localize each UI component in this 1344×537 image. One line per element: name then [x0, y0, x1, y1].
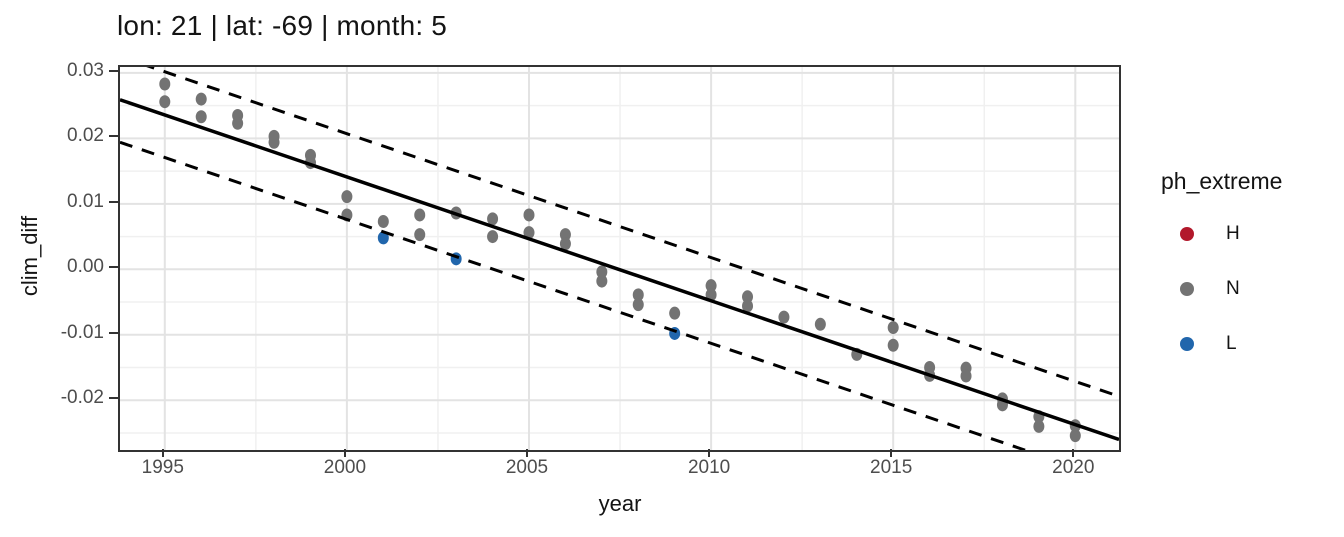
data-point-N	[669, 306, 681, 320]
data-point-N	[159, 95, 171, 109]
legend-item-label: N	[1226, 278, 1240, 299]
legend-title: ph_extreme	[1161, 168, 1283, 194]
legend-dot-icon	[1180, 337, 1194, 351]
interval-band-line	[120, 140, 1030, 450]
x-tick-mark	[890, 449, 893, 457]
y-tick-mark	[109, 135, 118, 138]
data-point-N	[1033, 419, 1045, 433]
data-point-N	[887, 338, 899, 352]
x-tick-mark	[343, 449, 346, 457]
data-point-N	[414, 208, 426, 222]
y-tick-label: 0.01	[67, 190, 104, 212]
x-tick-label: 2015	[870, 457, 913, 478]
data-point-N	[523, 208, 535, 222]
data-point-N	[487, 212, 499, 226]
data-point-N	[559, 237, 571, 251]
data-point-N	[559, 228, 571, 242]
data-point-N	[487, 230, 499, 244]
legend: ph_extreme H N L	[1161, 168, 1341, 384]
x-tick-mark	[708, 449, 711, 457]
x-tick-label: 2020	[1052, 457, 1095, 478]
data-point-N	[632, 298, 644, 312]
plot-title: lon: 21 | lat: -69 | month: 5	[117, 10, 448, 41]
legend-item-L: L	[1161, 329, 1341, 359]
y-tick-mark	[109, 331, 118, 334]
data-point-N	[341, 190, 353, 204]
plot-panel	[118, 65, 1121, 452]
y-tick-label: 0.02	[67, 125, 104, 147]
data-point-L	[377, 231, 389, 245]
y-tick-mark	[109, 266, 118, 269]
x-tick-label: 2010	[687, 457, 731, 478]
y-tick-label: -0.02	[60, 387, 104, 409]
x-tick-mark	[525, 449, 528, 457]
x-tick-label: 2005	[505, 457, 549, 478]
x-tick-label: 1995	[141, 457, 184, 478]
y-tick-label: 0.03	[67, 59, 104, 81]
y-tick-mark	[109, 397, 118, 400]
legend-item-N: N	[1161, 274, 1341, 304]
data-point-N	[377, 215, 389, 229]
data-point-N	[195, 92, 207, 106]
x-tick-mark	[1072, 449, 1075, 457]
data-point-N	[742, 299, 754, 313]
data-point-N	[814, 317, 826, 331]
data-point-N	[742, 290, 754, 304]
data-point-N	[705, 279, 717, 293]
data-point-N	[523, 226, 535, 240]
legend-dot-icon	[1180, 282, 1194, 296]
data-point-N	[195, 110, 207, 124]
data-point-N	[268, 135, 280, 149]
legend-items: H N L	[1161, 219, 1341, 359]
data-point-N	[596, 274, 608, 288]
data-point-N	[960, 369, 972, 383]
y-tick-label: 0.00	[67, 256, 104, 278]
data-point-N	[778, 310, 790, 324]
x-axis-title: year	[598, 491, 642, 516]
y-tick-label: -0.01	[60, 321, 104, 343]
data-point-N	[1069, 429, 1081, 443]
x-tick-mark	[161, 449, 164, 457]
data-point-N	[632, 288, 644, 302]
data-point-N	[414, 228, 426, 242]
data-point-N	[232, 116, 244, 130]
x-tick-label: 2000	[323, 457, 367, 478]
legend-item-H: H	[1161, 219, 1341, 249]
y-tick-mark	[109, 200, 118, 203]
legend-item-label: H	[1226, 223, 1240, 244]
legend-dot-icon	[1180, 227, 1194, 241]
data-point-N	[887, 321, 899, 335]
legend-item-label: L	[1226, 333, 1237, 354]
plot-canvas	[120, 67, 1119, 450]
interval-band-line	[146, 67, 1119, 398]
data-point-N	[596, 265, 608, 279]
data-point-N	[159, 77, 171, 91]
fit-line	[120, 98, 1119, 442]
y-tick-mark	[109, 69, 118, 72]
